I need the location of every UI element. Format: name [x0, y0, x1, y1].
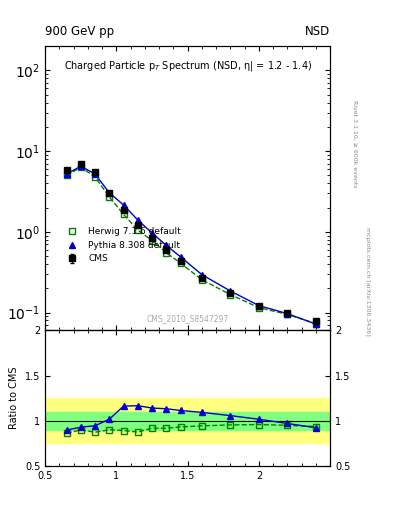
Y-axis label: Ratio to CMS: Ratio to CMS [9, 367, 19, 430]
Pythia 8.308 default [178, 254, 183, 260]
Herwig 7.1.6 default [136, 227, 140, 233]
Herwig 7.1.6 default [200, 276, 204, 283]
Herwig 7.1.6 default [121, 211, 126, 218]
Herwig 7.1.6 default [93, 174, 97, 180]
Pythia 8.308 default [200, 271, 204, 278]
Herwig 7.1.6 default [228, 291, 233, 297]
Herwig 7.1.6 default [79, 164, 83, 170]
Herwig 7.1.6 default [150, 238, 154, 244]
Bar [45, 398, 330, 443]
Herwig 7.1.6 default [178, 260, 183, 266]
Pythia 8.308 default [107, 189, 112, 196]
Text: mcplots.cern.ch [arXiv:1306.3436]: mcplots.cern.ch [arXiv:1306.3436] [365, 227, 371, 336]
Pythia 8.308 default [164, 242, 169, 248]
Herwig 7.1.6 default [314, 321, 318, 327]
Text: Charged Particle p$_T$ Spectrum (NSD, η| = 1.2 - 1.4): Charged Particle p$_T$ Spectrum (NSD, η|… [64, 59, 312, 73]
Herwig 7.1.6 default [164, 250, 169, 256]
Pythia 8.308 default [79, 163, 83, 169]
Herwig 7.1.6 default [257, 305, 261, 311]
Text: 900 GeV pp: 900 GeV pp [45, 26, 114, 38]
Pythia 8.308 default [228, 288, 233, 294]
Pythia 8.308 default [64, 171, 69, 177]
Pythia 8.308 default [314, 321, 318, 327]
Herwig 7.1.6 default [285, 311, 290, 317]
Pythia 8.308 default [150, 230, 154, 236]
Text: NSD: NSD [305, 26, 330, 38]
Pythia 8.308 default [257, 303, 261, 309]
Text: CMS_2010_S8547297: CMS_2010_S8547297 [147, 314, 229, 324]
Line: Herwig 7.1.6 default: Herwig 7.1.6 default [63, 164, 320, 327]
Pythia 8.308 default [285, 311, 290, 317]
Text: Rivet 3.1.10, ≥ 600k events: Rivet 3.1.10, ≥ 600k events [352, 99, 357, 187]
Bar [45, 412, 330, 430]
Pythia 8.308 default [121, 202, 126, 208]
Line: Pythia 8.308 default: Pythia 8.308 default [63, 163, 320, 328]
Legend: Herwig 7.1.6 default, Pythia 8.308 default, CMS: Herwig 7.1.6 default, Pythia 8.308 defau… [61, 227, 181, 263]
Pythia 8.308 default [93, 171, 97, 177]
Herwig 7.1.6 default [64, 173, 69, 179]
Pythia 8.308 default [136, 217, 140, 223]
Herwig 7.1.6 default [107, 194, 112, 200]
